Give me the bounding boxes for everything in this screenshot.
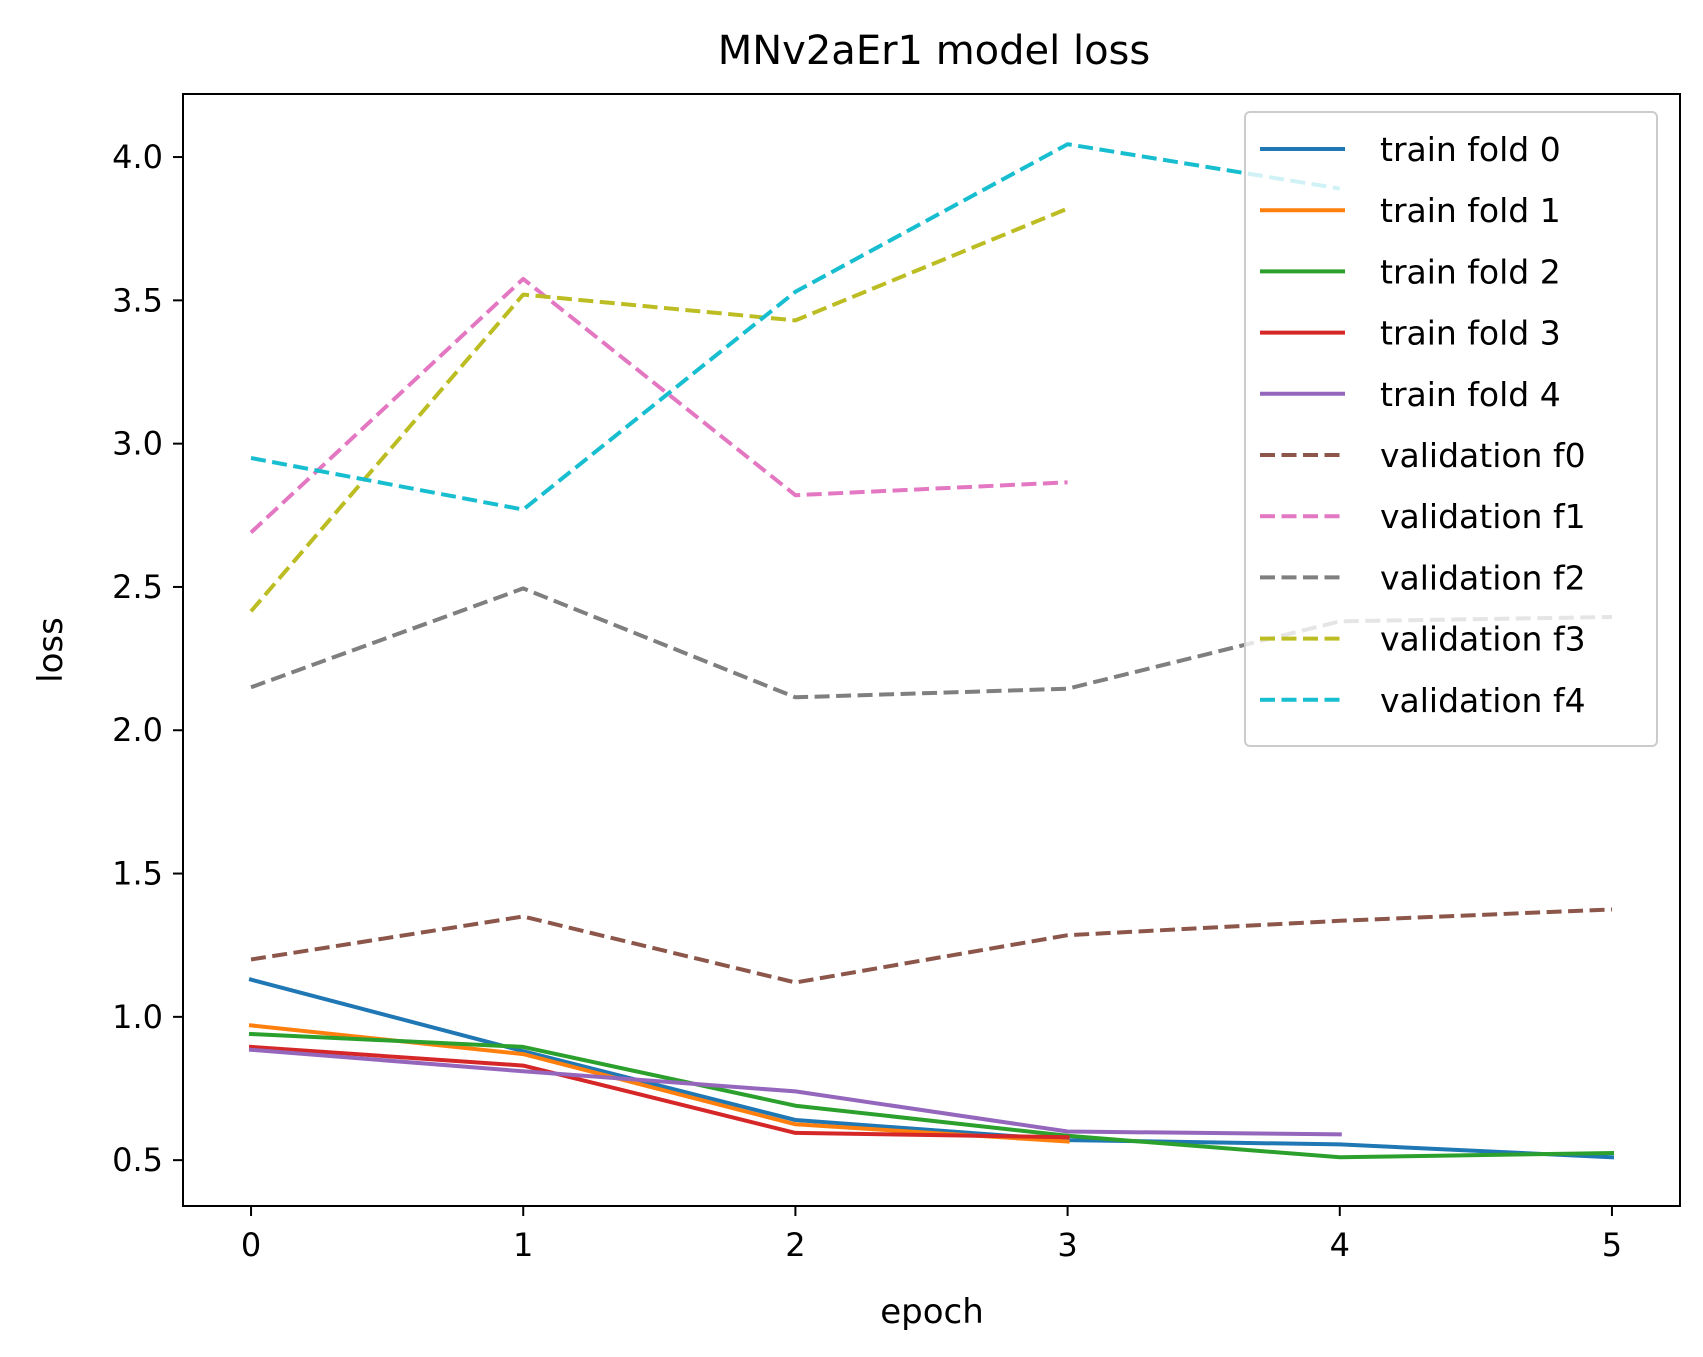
x-tick-label: 3	[1057, 1226, 1077, 1264]
y-tick-label: 4.0	[112, 138, 163, 176]
y-tick-label: 3.0	[112, 425, 163, 463]
legend-label-7: validation f2	[1380, 558, 1586, 597]
legend-label-0: train fold 0	[1380, 130, 1561, 169]
series-line-2	[248, 1031, 1615, 1160]
y-tick-label: 0.5	[112, 1141, 163, 1179]
x-tick-label: 0	[241, 1226, 261, 1264]
legend-label-6: validation f1	[1380, 497, 1586, 536]
x-tick-label: 2	[785, 1226, 805, 1264]
series-line-0	[248, 977, 1615, 1160]
series-line-4	[248, 1047, 1342, 1137]
x-tick-label: 5	[1602, 1226, 1622, 1264]
x-tick-label: 4	[1330, 1226, 1350, 1264]
y-axis-ticks: 0.5 1.0 1.5 2.0 2.5 3.0 3.5 4.0	[112, 138, 183, 1179]
y-tick-label: 2.0	[112, 711, 163, 749]
legend-label-9: validation f4	[1380, 681, 1586, 720]
legend-label-3: train fold 3	[1380, 314, 1561, 353]
x-axis-label: epoch	[880, 1292, 984, 1332]
legend-label-4: train fold 4	[1380, 375, 1561, 414]
legend: train fold 0 train fold 1 train fold 2 trai…	[1244, 111, 1658, 747]
series-line-3	[248, 1044, 1070, 1140]
y-tick-label: 1.0	[112, 998, 163, 1036]
legend-label-1: train fold 1	[1380, 191, 1561, 230]
series-line-9	[250, 142, 1341, 512]
series-line-7	[250, 586, 1613, 700]
plot-frame	[182, 93, 1681, 1207]
legend-label-8: validation f3	[1380, 620, 1586, 659]
legend-label-5: validation f0	[1380, 436, 1586, 475]
series-line-5	[250, 907, 1613, 985]
y-axis-label: loss	[31, 617, 71, 683]
chart-title: MNv2aEr1 model loss	[718, 28, 1150, 74]
series-line-8	[249, 206, 1069, 613]
x-axis-ticks: 0 1 2 3 4 5	[241, 1206, 1622, 1264]
series-line-6	[249, 276, 1068, 534]
x-tick-label: 1	[513, 1226, 533, 1264]
y-tick-label: 3.5	[112, 281, 163, 319]
legend-label-2: train fold 2	[1380, 252, 1561, 291]
series-layer	[248, 142, 1615, 1160]
y-tick-label: 1.5	[112, 855, 163, 893]
legend-box	[1244, 111, 1658, 747]
y-tick-label: 2.5	[112, 568, 163, 606]
